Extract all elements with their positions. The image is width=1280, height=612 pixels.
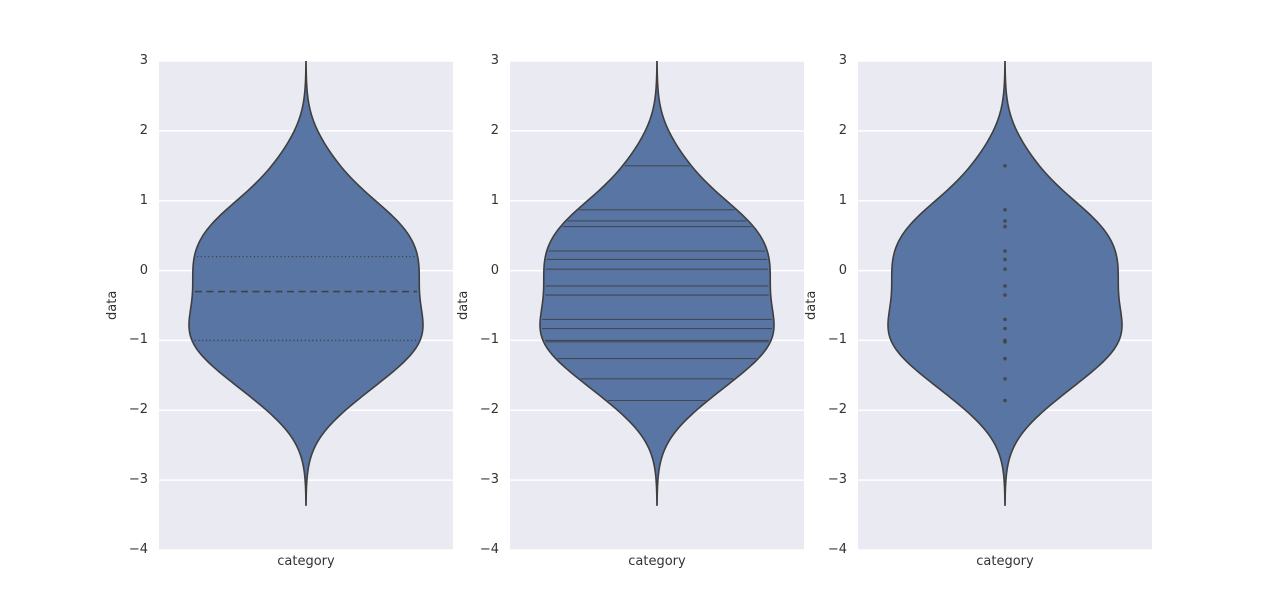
- observation-point: [1003, 356, 1007, 361]
- y-tick-label: 0: [490, 262, 499, 278]
- observation-point: [1003, 267, 1007, 271]
- y-tick-label: 3: [838, 53, 847, 68]
- y-tick-label: −1: [827, 332, 847, 348]
- y-tick-label: −4: [827, 542, 847, 557]
- observation-point: [1003, 163, 1007, 168]
- y-tick-label: −1: [479, 332, 499, 348]
- y-tick-label: −4: [479, 542, 499, 557]
- subplot-stick: data 3 2 1 0 −1 −2 −3 −4 category: [450, 0, 810, 612]
- observation-point: [1003, 224, 1007, 229]
- y-tick-label: 1: [838, 192, 847, 208]
- y-tick-label: 2: [139, 122, 148, 138]
- subplot-quartile: data 3 2 1 0 −1 −2 −3 −4 category: [99, 0, 459, 612]
- y-tick-label: −3: [827, 472, 847, 488]
- observation-point: [1003, 249, 1007, 253]
- y-tick-label: −2: [479, 402, 499, 418]
- observation-point: [1003, 284, 1007, 288]
- violin-plot-svg: [159, 61, 453, 550]
- y-tick-label: −3: [479, 472, 499, 488]
- observation-point: [1003, 377, 1007, 381]
- y-tick-label: −2: [827, 402, 847, 418]
- observation-point: [1003, 340, 1007, 344]
- subplot-point: data 3 2 1 0 −1 −2 −3 −4 category: [798, 0, 1158, 612]
- plot-area-stick: [510, 61, 804, 550]
- plot-area-quartile: [159, 61, 453, 550]
- violin-body: [887, 61, 1123, 506]
- observation-point: [1003, 398, 1007, 403]
- y-tick-label: 0: [838, 262, 847, 278]
- x-axis-label: category: [277, 554, 335, 569]
- observation-point: [1003, 326, 1007, 331]
- y-tick-label: −3: [128, 472, 148, 488]
- y-tick-label: 3: [490, 53, 499, 68]
- y-tick-label: 3: [139, 53, 148, 68]
- y-tick-label: −2: [128, 402, 148, 418]
- violin-plot-svg: [510, 61, 804, 550]
- y-tick-label: 0: [139, 262, 148, 278]
- y-tick-label: 1: [139, 192, 148, 208]
- x-axis-label: category: [976, 554, 1034, 569]
- violin-plot-svg: [858, 61, 1152, 550]
- observation-point: [1003, 257, 1007, 262]
- y-tick-label: 2: [490, 122, 499, 138]
- violin-body: [188, 61, 424, 506]
- x-axis-label: category: [628, 554, 686, 569]
- violin-body: [539, 61, 775, 506]
- y-tick-label: −4: [128, 542, 148, 557]
- plot-area-point: [858, 61, 1152, 550]
- observation-point: [1003, 219, 1007, 223]
- y-tick-label: 1: [490, 192, 499, 208]
- y-tick-label: −1: [128, 332, 148, 348]
- observation-point: [1003, 317, 1007, 322]
- observation-point: [1003, 207, 1007, 212]
- y-tick-label: 2: [838, 122, 847, 138]
- observation-point: [1003, 293, 1007, 297]
